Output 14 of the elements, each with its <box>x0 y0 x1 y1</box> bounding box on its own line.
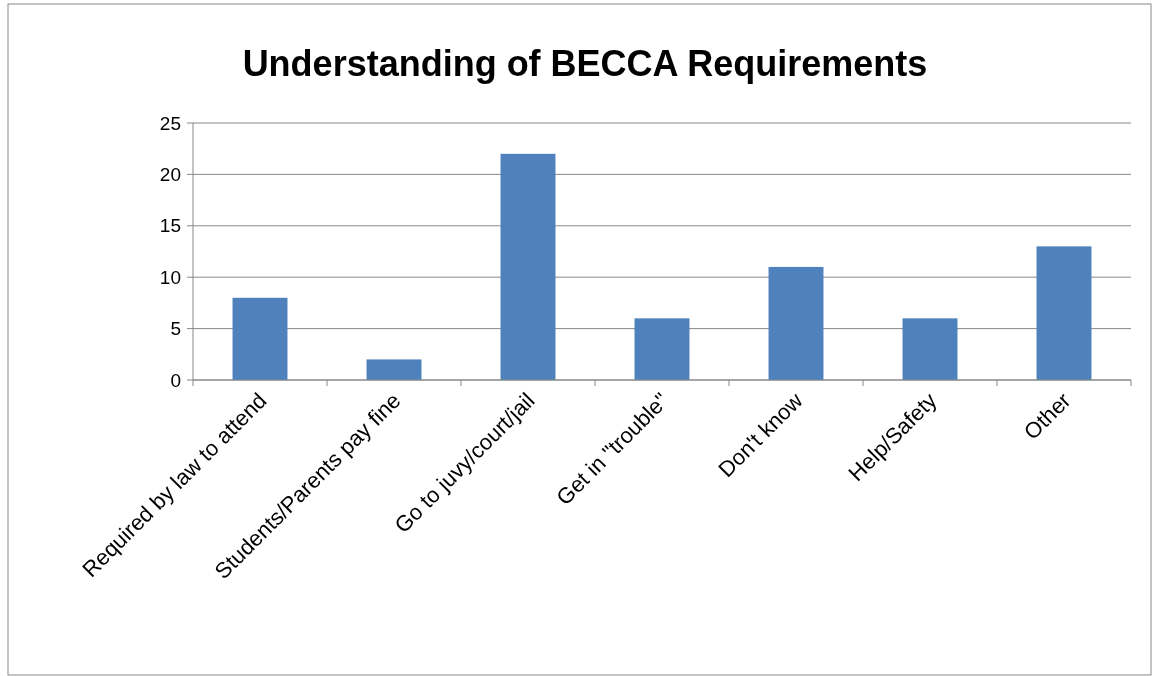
bar <box>1036 246 1092 380</box>
bar <box>902 318 958 380</box>
bar <box>232 297 288 380</box>
y-tick-label: 10 <box>159 266 181 288</box>
y-tick-label: 25 <box>159 112 181 134</box>
bar <box>634 318 690 380</box>
bar <box>366 359 422 380</box>
y-tick-label: 15 <box>159 215 181 237</box>
y-tick-label: 0 <box>170 369 181 391</box>
y-tick-label: 20 <box>159 164 181 186</box>
bar <box>500 153 556 380</box>
y-tick-label: 5 <box>170 318 181 340</box>
chart-title: Understanding of BECCA Requirements <box>242 43 928 84</box>
bar <box>768 266 824 380</box>
